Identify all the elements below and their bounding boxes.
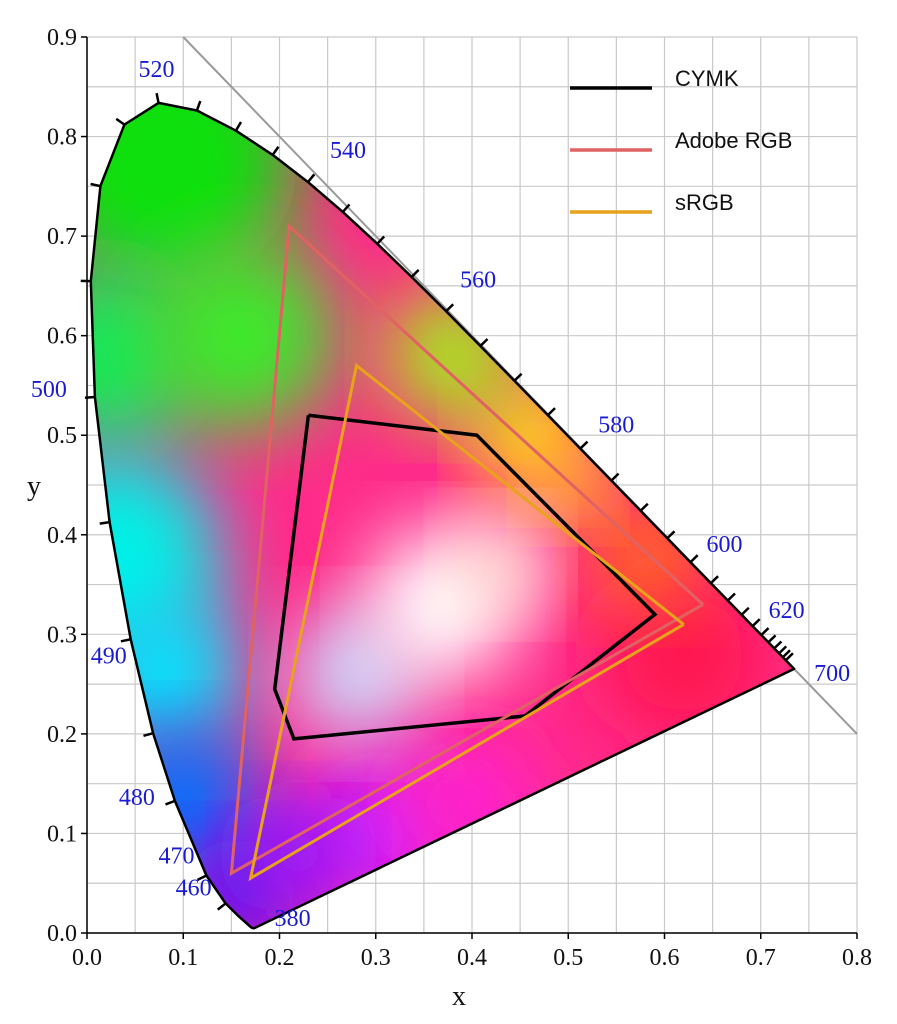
gamut-series (229, 223, 705, 882)
spectral-locus (80, 92, 796, 930)
wavelength-label: 540 (330, 138, 366, 164)
x-tick-label: 0.3 (361, 945, 391, 971)
locus-tick (710, 575, 719, 585)
legend-label: sRGB (675, 190, 734, 215)
x-axis-title: x (452, 981, 466, 1012)
y-tick-label: 0.2 (47, 722, 77, 748)
wavelength-label: 480 (119, 785, 155, 811)
locus-tick (479, 338, 489, 347)
locus-tick (740, 606, 750, 616)
locus-tick (376, 235, 386, 245)
locus-tick (234, 121, 243, 132)
x-tick-label: 0.5 (553, 945, 583, 971)
spectral-locus-outline (89, 101, 796, 930)
locus-tick (610, 472, 620, 482)
x-tick-label: 0.7 (746, 945, 776, 971)
wavelength-label: 560 (460, 267, 496, 293)
locus-tick (165, 799, 176, 806)
x-tick-label: 0.1 (168, 945, 198, 971)
locus-tick (579, 440, 589, 450)
locus-tick (760, 627, 770, 636)
wavelength-label: 580 (598, 413, 634, 439)
locus-tick (546, 407, 556, 417)
wavelength-label: 490 (91, 643, 127, 669)
y-tick-label: 0.4 (47, 523, 77, 549)
locus-tick (271, 146, 280, 156)
wavelength-label: 620 (769, 598, 805, 624)
legend-label: Adobe RGB (675, 128, 792, 153)
wavelength-label: 520 (139, 57, 175, 83)
locus-tick (782, 649, 791, 659)
wavelength-labels: 380 460 470 480 490 500 520 540 560 580 600 620 700 (31, 57, 850, 932)
color-blob (90, 597, 241, 752)
locus-tick (307, 173, 316, 183)
gamut-color-fill (90, 102, 795, 929)
locus-tick (513, 372, 523, 382)
locus-tick (120, 638, 131, 643)
locus-tick (666, 530, 676, 540)
color-blob (144, 239, 338, 432)
locus-tick (195, 100, 202, 111)
y-tick-label: 0.5 (47, 423, 77, 449)
locus-tick (767, 634, 777, 644)
locus-tick (751, 618, 761, 627)
y-tick-label: 0.9 (47, 25, 77, 51)
locus-tick (115, 117, 126, 126)
y-tick-label: 0.6 (47, 324, 77, 350)
y-tick-label: 0.3 (47, 622, 77, 648)
y-tick-label: 0.8 (47, 125, 77, 151)
locus-tick (99, 520, 110, 525)
locus-tick (726, 592, 736, 602)
wavelength-label: 460 (176, 875, 212, 901)
wavelength-label: 600 (706, 532, 742, 558)
locus-tick (639, 502, 649, 512)
y-tick-label: 0.1 (47, 821, 77, 847)
gamut-srgb (248, 362, 685, 882)
color-blob (452, 516, 549, 613)
y-tick-label: 0.7 (47, 224, 77, 250)
wavelength-label: 380 (275, 906, 311, 932)
locus-tick (689, 554, 699, 564)
legend-label: CYMK (675, 66, 739, 91)
locus-tick (155, 92, 160, 104)
locus-tick (196, 874, 208, 882)
x-tick-label: 0.2 (265, 945, 295, 971)
locus-tick (445, 303, 455, 313)
axes: 0.0 0.1 0.2 0.3 0.4 0.5 0.6 0.7 0.8 0.0 0.1 0.2 0.3 0… (27, 25, 872, 1012)
locus-tick (784, 652, 794, 662)
locus-tick (773, 640, 783, 650)
y-tick-label: 0.0 (47, 921, 77, 947)
locus-tick (216, 902, 227, 911)
gamut-adobe-rgb (229, 223, 705, 877)
x-tick-label: 0.0 (72, 945, 102, 971)
locus-tick (410, 269, 420, 278)
x-tick-label: 0.6 (650, 945, 680, 971)
x-tick-label: 0.8 (842, 945, 872, 971)
locus-tick (778, 645, 788, 655)
x-tick-label: 0.4 (457, 945, 487, 971)
color-blob (241, 795, 357, 912)
locus-tick (90, 182, 101, 188)
locus-tick (341, 203, 351, 213)
y-axis-title: y (27, 471, 41, 502)
wavelength-label: 500 (31, 377, 67, 403)
locus-tick (143, 731, 154, 738)
wavelength-label: 700 (814, 661, 850, 687)
legend: CYMK Adobe RGB sRGB (570, 66, 792, 215)
wavelength-label: 470 (158, 843, 194, 869)
